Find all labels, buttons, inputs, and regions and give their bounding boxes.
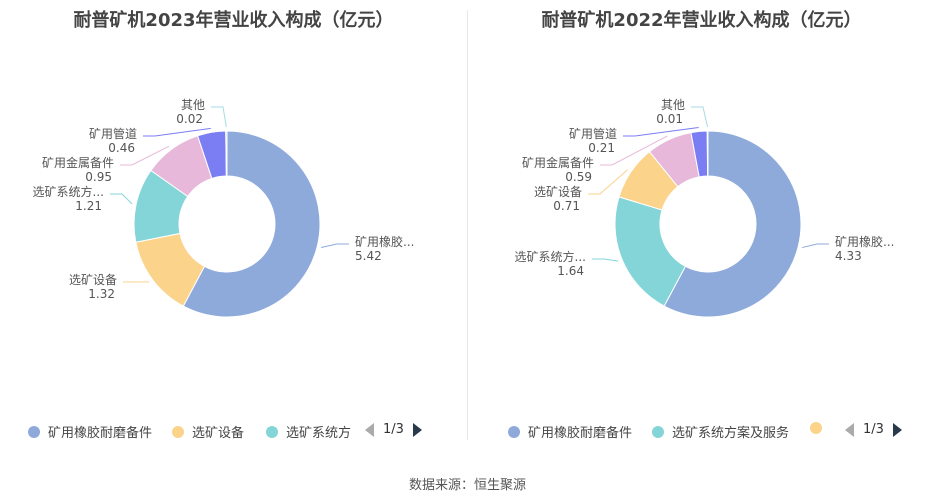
slice-value-label: 0.59 <box>565 170 592 184</box>
legend-dot <box>508 426 520 438</box>
slice-label: 矿用金属备件 <box>42 155 114 170</box>
legend-label: 矿用橡胶耐磨备件 <box>48 422 152 441</box>
slice-value-label: 5.42 <box>355 249 382 263</box>
slice-label: 其他 <box>181 98 205 112</box>
slice-label: 矿用橡胶... <box>355 234 414 249</box>
legend-page-indicator: 1/3 <box>863 422 884 437</box>
legend-pager: 1/3 <box>365 422 422 437</box>
slice-label: 矿用管道 <box>89 126 137 141</box>
legend-page-indicator: 1/3 <box>383 422 404 437</box>
legend-label: 选矿系统方 <box>286 422 351 441</box>
prev-page-icon[interactable] <box>365 423 374 437</box>
label-leader-line <box>691 107 708 127</box>
legend-item[interactable]: 矿用橡胶耐磨备件 <box>508 422 632 441</box>
pie-slice[interactable] <box>226 131 227 176</box>
chart-panel-2022: 耐普矿机2022年营业收入构成（亿元） 矿用橡胶... 4.33 选矿系统方... 1… <box>468 0 935 460</box>
slice-label: 选矿系统方... <box>515 249 586 264</box>
legend-dot <box>652 426 664 438</box>
slice-label: 选矿系统方... <box>33 184 104 199</box>
slice-label: 其他 <box>661 98 685 112</box>
legend-label: 矿用橡胶耐磨备件 <box>528 422 632 441</box>
next-page-icon[interactable] <box>893 423 902 437</box>
slice-value-label: 1.64 <box>557 264 584 278</box>
legend-label: 选矿设备 <box>192 422 244 441</box>
slice-label: 矿用橡胶... <box>835 234 894 249</box>
legend-pager: 1/3 <box>845 422 902 437</box>
legend: 矿用橡胶耐磨备件 选矿系统方案及服务 1/3 <box>468 422 935 444</box>
slice-value-label: 0.46 <box>108 141 135 155</box>
legend-dot <box>172 426 184 438</box>
next-page-icon[interactable] <box>413 423 422 437</box>
slice-value-label: 1.32 <box>88 287 115 301</box>
slice-value-label: 0.02 <box>176 112 203 126</box>
label-leader-line <box>321 244 349 247</box>
label-leader-line <box>592 259 618 261</box>
data-source: 数据来源：恒生聚源 <box>0 474 935 493</box>
prev-page-icon[interactable] <box>845 423 854 437</box>
legend-dot <box>810 422 822 434</box>
slice-label: 矿用管道 <box>569 126 617 141</box>
legend-item[interactable]: 矿用橡胶耐磨备件 <box>28 422 152 441</box>
pie-slice[interactable] <box>707 131 708 176</box>
slice-value-label: 1.21 <box>75 199 102 213</box>
legend: 矿用橡胶耐磨备件 选矿设备 选矿系统方 1/3 <box>0 422 467 444</box>
slice-value-label: 0.21 <box>588 141 615 155</box>
slice-value-label: 4.33 <box>835 249 862 263</box>
slice-value-label: 0.95 <box>85 170 112 184</box>
legend-item[interactable]: 选矿设备 <box>172 422 244 441</box>
slice-label: 选矿设备 <box>534 185 582 199</box>
slice-value-label: 0.01 <box>656 112 683 126</box>
legend-item[interactable] <box>810 422 830 434</box>
slice-label: 矿用金属备件 <box>522 155 594 170</box>
label-leader-line <box>211 107 226 127</box>
legend-item[interactable]: 选矿系统方 <box>266 422 351 441</box>
legend-label: 选矿系统方案及服务 <box>672 422 789 441</box>
label-leader-line <box>802 244 829 248</box>
chart-panel-2023: 耐普矿机2023年营业收入构成（亿元） 矿用橡胶... 5.42 选矿设备 1.32 选… <box>0 0 467 460</box>
slice-value-label: 0.71 <box>553 199 580 213</box>
legend-dot <box>266 426 278 438</box>
slice-label: 选矿设备 <box>69 273 117 287</box>
legend-dot <box>28 426 40 438</box>
label-leader-line <box>110 194 132 204</box>
legend-item[interactable]: 选矿系统方案及服务 <box>652 422 789 441</box>
